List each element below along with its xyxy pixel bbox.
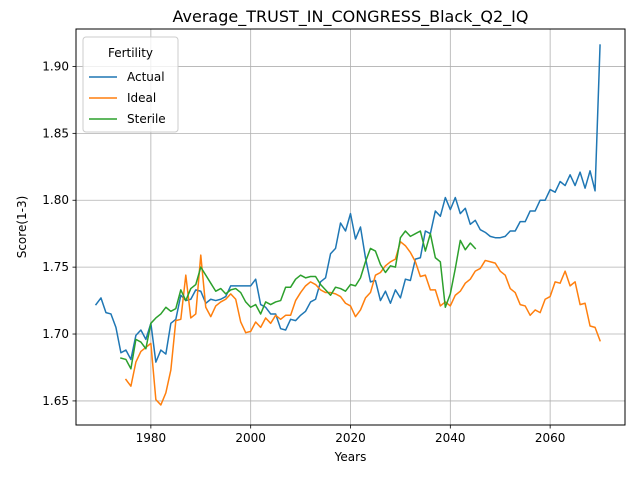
x-tick-label: 1980: [136, 431, 167, 445]
legend-label-actual: Actual: [127, 70, 165, 84]
legend: Fertility Actual Ideal Sterile: [82, 36, 179, 133]
x-tick-label: 2000: [235, 431, 266, 445]
y-tick-label: 1.90: [42, 59, 69, 73]
x-tick-label: 2060: [535, 431, 566, 445]
axis-ticks: 1980 2000 2020 2040 2060 1.65 1.70 1.75 1.80 1.85…: [42, 59, 565, 445]
y-tick-label: 1.70: [42, 327, 69, 341]
legend-label-ideal: Ideal: [127, 91, 156, 105]
y-tick-label: 1.75: [42, 260, 69, 274]
legend-label-sterile: Sterile: [127, 112, 166, 126]
y-axis-label: Score(1-3): [15, 196, 29, 259]
y-tick-label: 1.65: [42, 394, 69, 408]
series-line-ideal: [124, 240, 602, 406]
y-tick-label: 1.80: [42, 193, 69, 207]
series-lines: [94, 44, 602, 406]
y-tick-label: 1.85: [42, 126, 69, 140]
x-tick-label: 2040: [435, 431, 466, 445]
grid-lines: [76, 29, 625, 425]
chart-title: Average_TRUST_IN_CONGRESS_Black_Q2_IQ: [173, 7, 529, 27]
x-tick-label: 2020: [335, 431, 366, 445]
series-line-actual: [94, 44, 601, 363]
legend-frame: [82, 36, 179, 133]
x-axis-label: Years: [334, 450, 367, 464]
legend-items: Actual Ideal Sterile: [89, 70, 166, 126]
series-line-sterile: [120, 230, 477, 370]
legend-title: Fertility: [108, 46, 153, 60]
